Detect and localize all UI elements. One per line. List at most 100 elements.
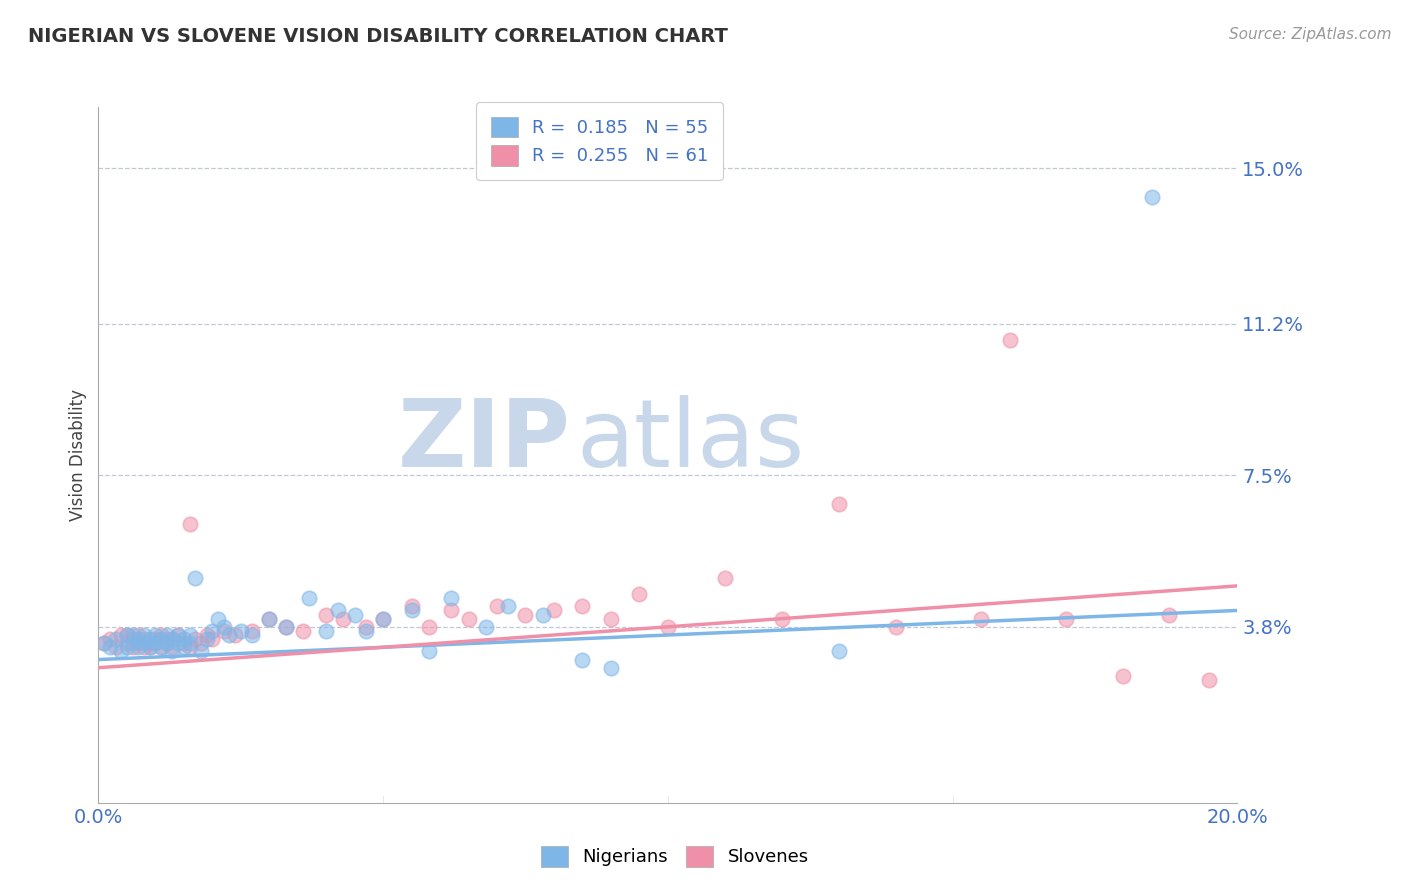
- Point: [657, 620, 679, 634]
- Point: [543, 603, 565, 617]
- Point: [145, 632, 167, 646]
- Point: [315, 607, 337, 622]
- Point: [1140, 190, 1163, 204]
- Point: [354, 620, 377, 634]
- Point: [110, 644, 132, 658]
- Point: [998, 334, 1021, 348]
- Point: [127, 640, 149, 655]
- Y-axis label: Vision Disability: Vision Disability: [69, 389, 87, 521]
- Point: [498, 599, 520, 614]
- Point: [150, 640, 173, 655]
- Point: [93, 636, 115, 650]
- Point: [515, 607, 537, 622]
- Point: [162, 644, 184, 658]
- Text: atlas: atlas: [576, 395, 806, 487]
- Point: [218, 628, 240, 642]
- Point: [240, 628, 263, 642]
- Point: [167, 628, 190, 642]
- Point: [224, 628, 246, 642]
- Point: [104, 640, 127, 655]
- Point: [418, 620, 440, 634]
- Point: [418, 644, 440, 658]
- Point: [259, 612, 281, 626]
- Point: [167, 636, 190, 650]
- Point: [212, 624, 235, 638]
- Point: [173, 636, 195, 650]
- Point: [127, 636, 149, 650]
- Point: [714, 571, 737, 585]
- Point: [179, 636, 201, 650]
- Point: [884, 620, 907, 634]
- Point: [770, 612, 793, 626]
- Point: [315, 624, 337, 638]
- Point: [229, 624, 252, 638]
- Legend: R =  0.185   N = 55, R =  0.255   N = 61: R = 0.185 N = 55, R = 0.255 N = 61: [477, 103, 723, 180]
- Point: [373, 612, 395, 626]
- Point: [121, 628, 143, 642]
- Point: [212, 620, 235, 634]
- Point: [145, 628, 167, 642]
- Point: [298, 591, 321, 606]
- Point: [162, 640, 184, 655]
- Point: [179, 517, 201, 532]
- Point: [98, 632, 121, 646]
- Point: [276, 620, 298, 634]
- Point: [127, 632, 149, 646]
- Point: [173, 640, 195, 655]
- Text: NIGERIAN VS SLOVENE VISION DISABILITY CORRELATION CHART: NIGERIAN VS SLOVENE VISION DISABILITY CO…: [28, 27, 728, 45]
- Point: [1157, 607, 1180, 622]
- Point: [474, 620, 496, 634]
- Text: ZIP: ZIP: [398, 395, 571, 487]
- Point: [401, 599, 423, 614]
- Point: [195, 628, 218, 642]
- Point: [115, 628, 138, 642]
- Point: [190, 636, 212, 650]
- Point: [132, 640, 155, 655]
- Point: [179, 628, 201, 642]
- Point: [121, 632, 143, 646]
- Point: [828, 644, 851, 658]
- Point: [401, 603, 423, 617]
- Point: [571, 652, 593, 666]
- Point: [190, 644, 212, 658]
- Point: [1056, 612, 1078, 626]
- Point: [104, 632, 127, 646]
- Point: [138, 632, 160, 646]
- Point: [184, 632, 207, 646]
- Point: [1112, 669, 1135, 683]
- Point: [145, 636, 167, 650]
- Point: [115, 636, 138, 650]
- Point: [201, 624, 224, 638]
- Point: [115, 628, 138, 642]
- Point: [132, 636, 155, 650]
- Point: [326, 603, 349, 617]
- Text: Source: ZipAtlas.com: Source: ZipAtlas.com: [1229, 27, 1392, 42]
- Point: [173, 632, 195, 646]
- Point: [292, 624, 315, 638]
- Legend: Nigerians, Slovenes: Nigerians, Slovenes: [534, 838, 815, 874]
- Point: [440, 603, 463, 617]
- Point: [276, 620, 298, 634]
- Point: [156, 632, 179, 646]
- Point: [531, 607, 554, 622]
- Point: [373, 612, 395, 626]
- Point: [457, 612, 479, 626]
- Point: [156, 628, 179, 642]
- Point: [162, 632, 184, 646]
- Point: [201, 632, 224, 646]
- Point: [138, 640, 160, 655]
- Point: [628, 587, 651, 601]
- Point: [162, 632, 184, 646]
- Point: [600, 612, 623, 626]
- Point: [138, 636, 160, 650]
- Point: [132, 628, 155, 642]
- Point: [156, 636, 179, 650]
- Point: [486, 599, 509, 614]
- Point: [150, 640, 173, 655]
- Point: [354, 624, 377, 638]
- Point: [110, 628, 132, 642]
- Point: [259, 612, 281, 626]
- Point: [195, 632, 218, 646]
- Point: [207, 612, 229, 626]
- Point: [150, 632, 173, 646]
